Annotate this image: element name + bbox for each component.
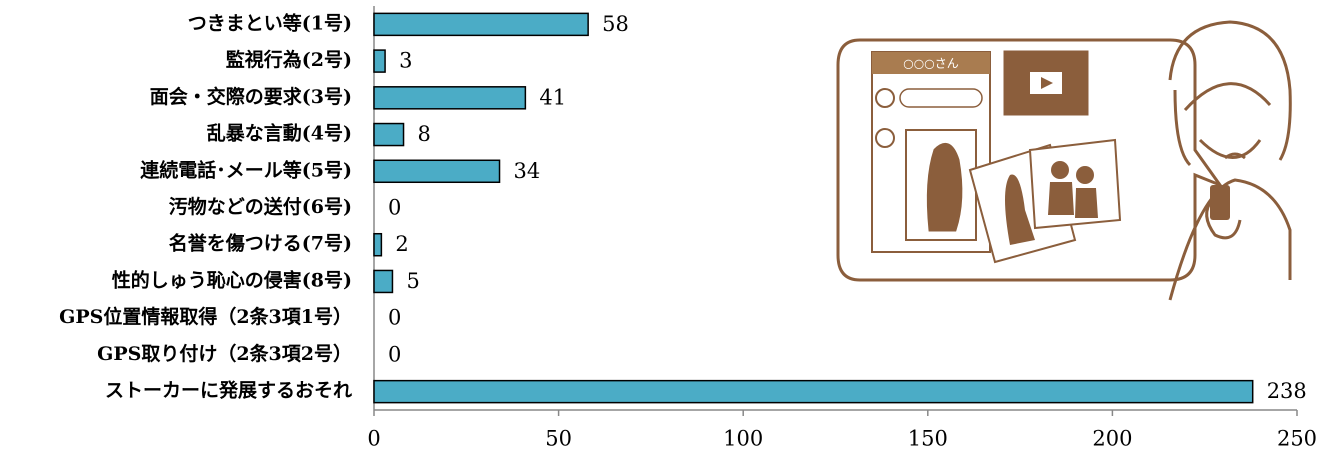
value-label: 0 bbox=[388, 306, 401, 330]
value-label: 0 bbox=[388, 342, 401, 366]
bar bbox=[373, 379, 1254, 404]
y-tick-label: 乱暴な言動(4号) bbox=[207, 122, 352, 145]
y-tick-label: 監視行為(2号) bbox=[226, 48, 352, 71]
bar bbox=[373, 86, 527, 110]
y-tick-label: GPS位置情報取得（2条3項1号） bbox=[59, 305, 352, 328]
value-label: 41 bbox=[539, 85, 566, 109]
value-label: 3 bbox=[399, 49, 412, 73]
bar bbox=[373, 49, 386, 73]
y-tick-label: 汚物などの送付(6号) bbox=[169, 195, 352, 218]
bar bbox=[373, 12, 589, 37]
value-label: 2 bbox=[395, 232, 408, 256]
y-tick-label: 名誉を傷つける(7号) bbox=[169, 232, 352, 255]
y-tick-label: つきまとい等(1号) bbox=[188, 11, 352, 34]
value-label: 238 bbox=[1267, 379, 1307, 403]
illustration-caption: ○○○さん bbox=[903, 57, 958, 71]
value-label: 8 bbox=[418, 122, 431, 146]
value-label: 34 bbox=[514, 159, 541, 183]
y-tick-label: 面会・交際の要求(3号) bbox=[150, 85, 352, 108]
bar bbox=[373, 122, 405, 147]
x-tick-label: 250 bbox=[1277, 427, 1317, 451]
y-tick-label: ストーカーに発展するおそれ bbox=[105, 379, 352, 402]
x-tick-label: 100 bbox=[723, 427, 763, 451]
value-label: 0 bbox=[388, 196, 401, 220]
y-tick-label: 連続電話･メール等(5号) bbox=[140, 158, 352, 181]
bar bbox=[373, 269, 394, 294]
value-label: 58 bbox=[602, 12, 629, 36]
y-tick-label: 性的しゅう恥心の侵害(8号) bbox=[112, 268, 352, 291]
illustration: ○○○さん bbox=[836, 20, 1292, 301]
x-tick-label: 0 bbox=[367, 427, 380, 451]
x-tick-label: 150 bbox=[908, 427, 948, 451]
bar bbox=[373, 159, 501, 184]
y-tick-label: GPS取り付け（2条3項2号） bbox=[97, 342, 352, 365]
bar bbox=[373, 232, 383, 257]
value-label: 5 bbox=[406, 269, 419, 293]
x-tick-label: 50 bbox=[545, 427, 572, 451]
x-tick-label: 200 bbox=[1092, 427, 1132, 451]
